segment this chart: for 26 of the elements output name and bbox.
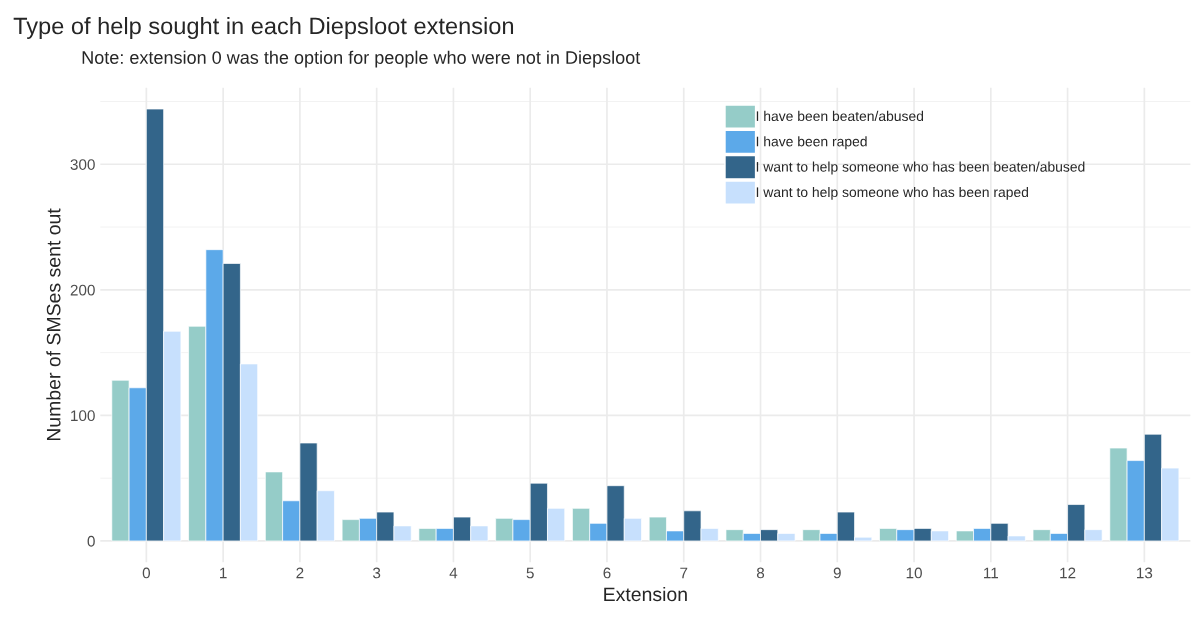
x-axis-title: Extension — [604, 586, 687, 602]
y-tick-label: 0 — [87, 535, 95, 547]
y-tick-label: 200 — [70, 284, 95, 296]
x-tick-label: 3 — [373, 567, 381, 579]
x-tick-label: 12 — [1060, 567, 1076, 579]
x-tick-label: 6 — [603, 567, 611, 579]
x-tick-label: 11 — [984, 567, 999, 579]
chart-subtitle: Note: extension 0 was the option for people who were not in Diepsloot — [82, 50, 641, 68]
x-tick-label: 10 — [906, 567, 922, 579]
legend-label: I have been beaten/abused — [756, 110, 924, 122]
legend-label: I want to help someone who has been raped — [756, 186, 1029, 200]
legend-label: I have been raped — [756, 136, 867, 150]
x-tick-label: 5 — [526, 567, 534, 579]
x-tick-label: 9 — [833, 567, 841, 579]
y-tick-label: 100 — [71, 410, 95, 422]
x-tick-label: 4 — [449, 567, 458, 579]
legend-label: I want to help someone who has been beaten/abused — [756, 161, 1085, 175]
x-tick-label: 1 — [220, 567, 227, 579]
x-tick-label: 8 — [756, 567, 765, 579]
y-axis-title: Number of SMSes sent out — [46, 208, 61, 441]
chart-title: Type of help sought in each Diepsloot extension — [13, 16, 514, 39]
x-tick-label: 0 — [142, 567, 151, 579]
x-tick-label: 2 — [296, 567, 304, 579]
y-tick-label: 300 — [70, 159, 95, 170]
x-tick-label: 7 — [680, 567, 688, 579]
x-tick-label: 13 — [1137, 567, 1153, 579]
